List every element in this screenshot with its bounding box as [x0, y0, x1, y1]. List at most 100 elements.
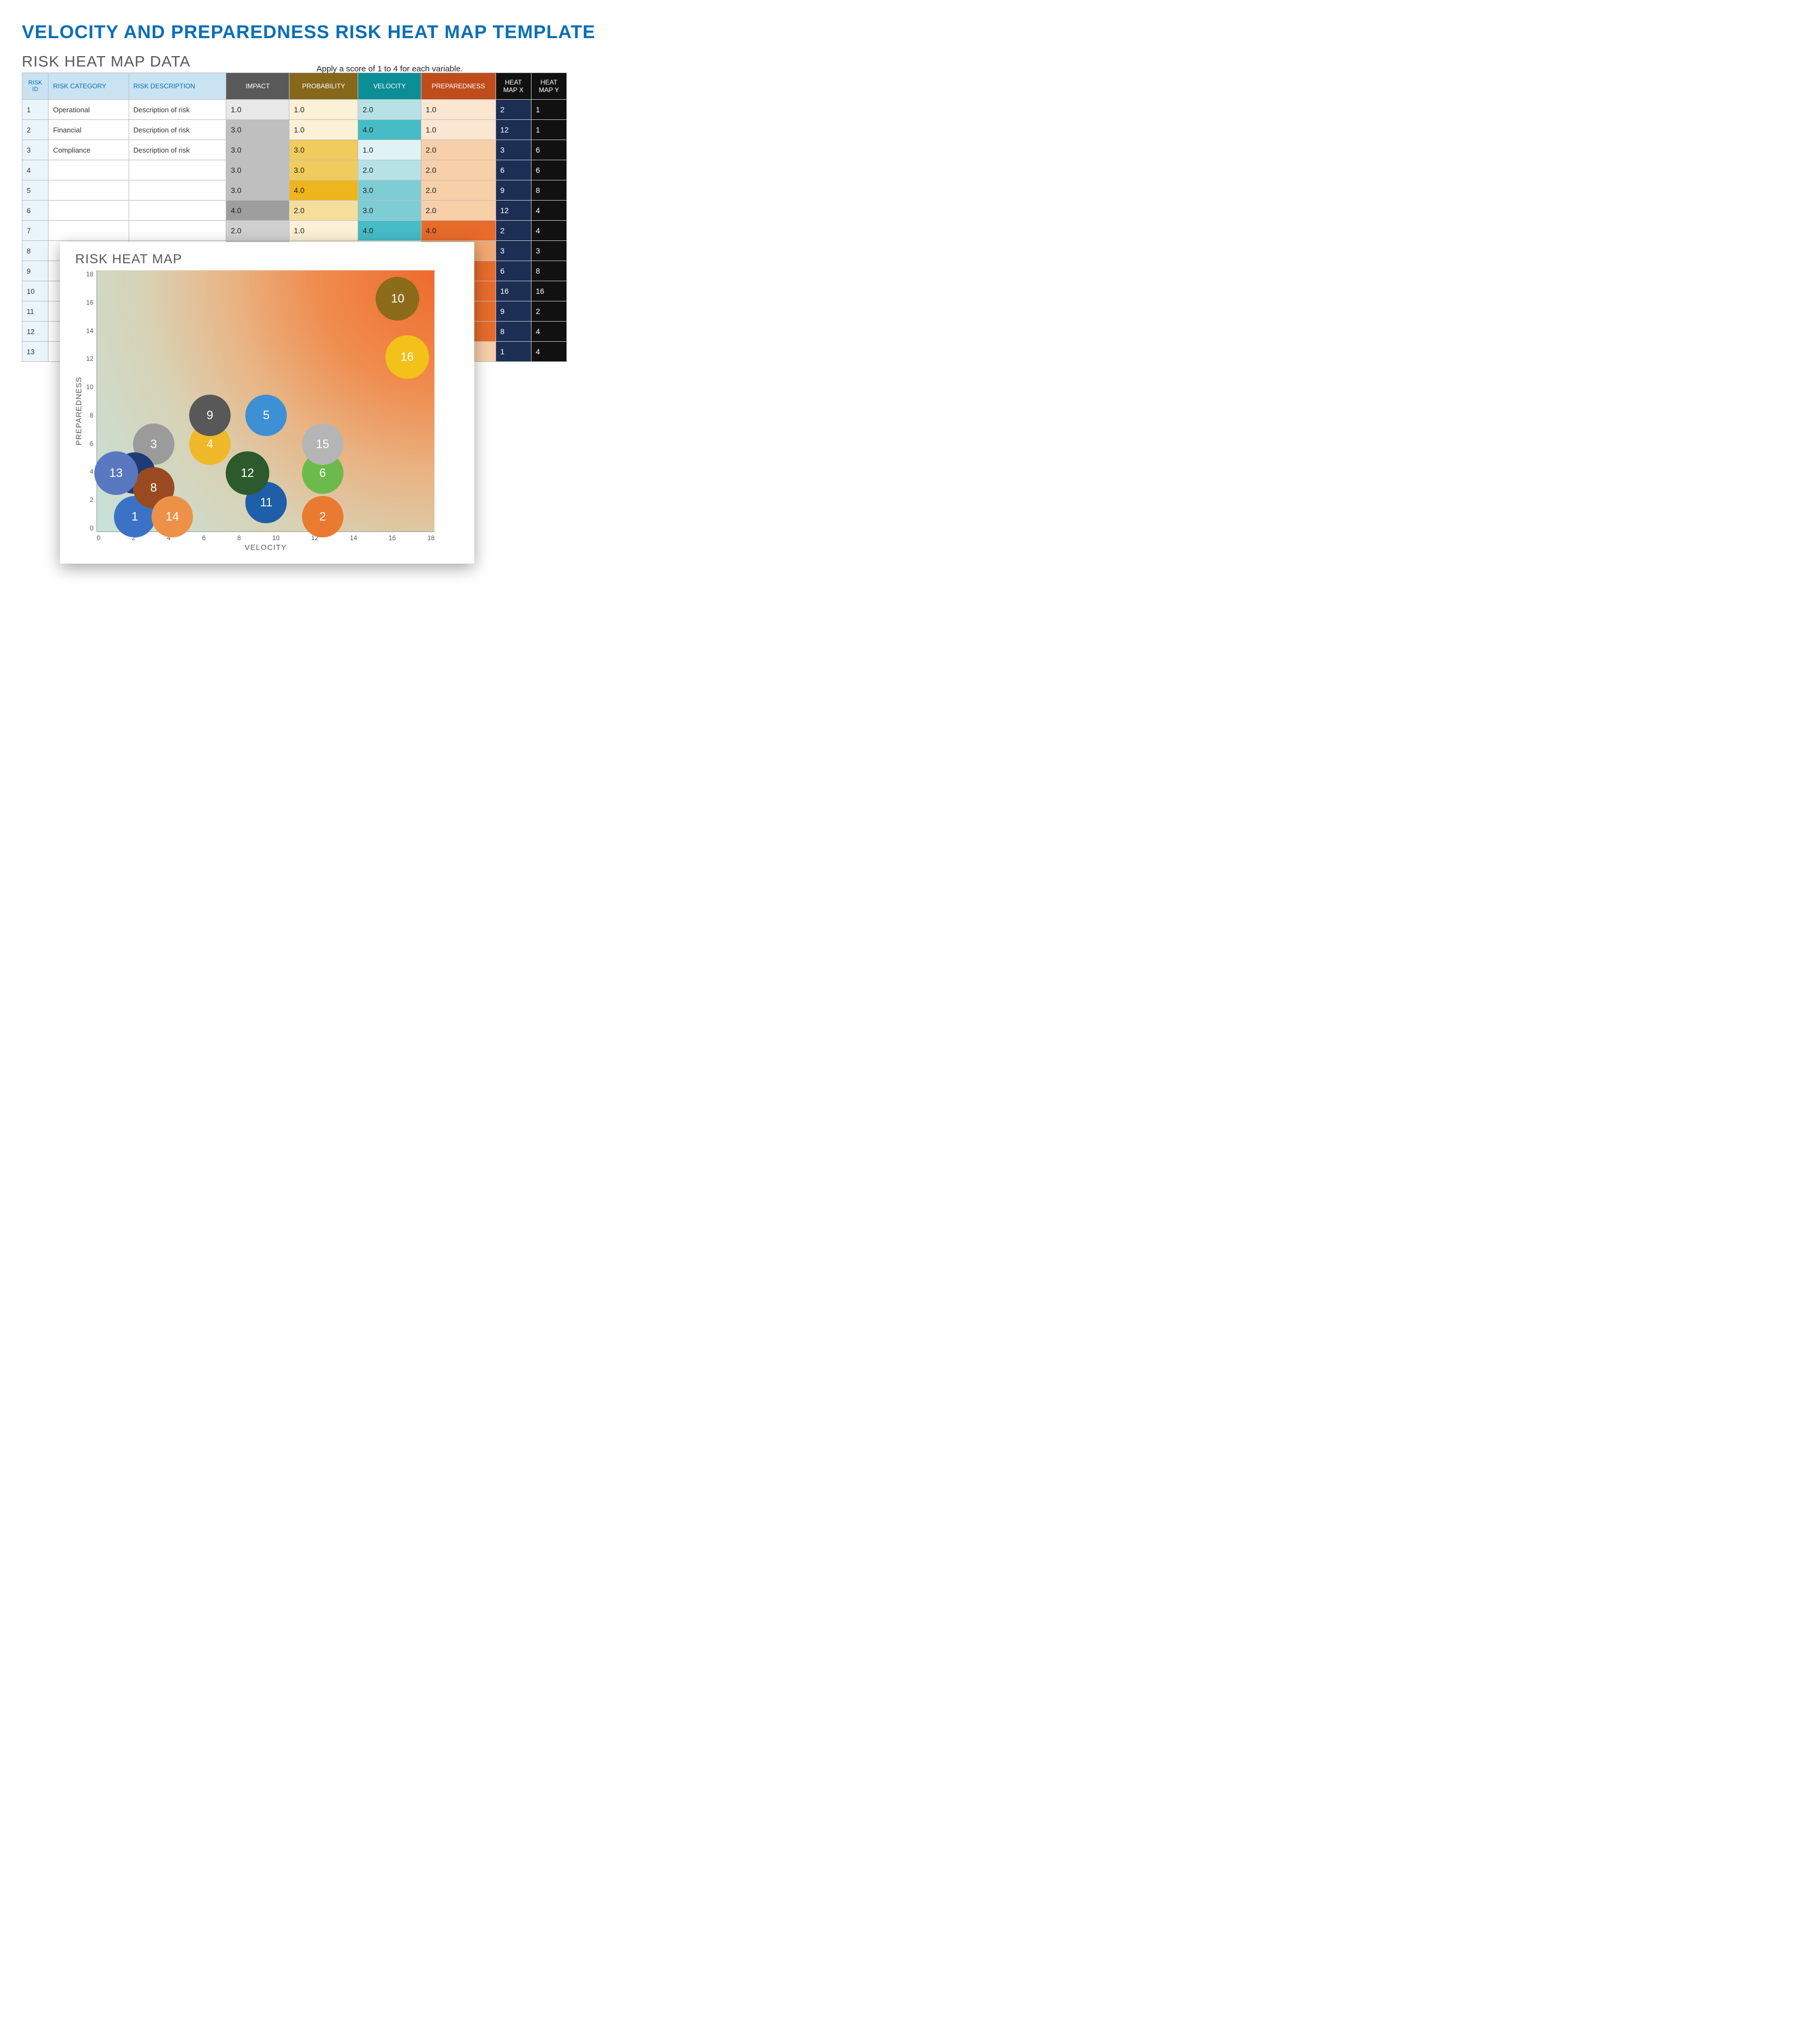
heatmap-y-cell: 8	[531, 180, 566, 201]
table-row: 72.01.04.04.024	[22, 221, 567, 241]
chart-bubble: 13	[94, 451, 138, 495]
impact-score-cell[interactable]: 3.0	[226, 160, 289, 180]
ytick-label: 4	[90, 468, 94, 475]
heatmap-x-cell: 2	[496, 221, 531, 241]
risk-category-cell[interactable]: Financial	[49, 120, 129, 140]
impact-score-cell[interactable]: 3.0	[226, 120, 289, 140]
chart-bubble: 10	[376, 277, 419, 320]
heatmap-x-cell: 3	[496, 140, 531, 160]
xtick-label: 14	[350, 534, 357, 542]
table-row: 64.02.03.02.0124	[22, 201, 567, 221]
ytick-label: 12	[86, 355, 93, 362]
ytick-label: 10	[86, 383, 93, 391]
impact-score-cell[interactable]: 3.0	[226, 180, 289, 201]
chart-bubble: 5	[245, 395, 287, 436]
heatmap-x-cell: 12	[496, 201, 531, 221]
impact-score-cell[interactable]: 3.0	[226, 140, 289, 160]
risk-description-cell[interactable]: Description of risk	[129, 100, 226, 120]
preparedness-score-cell[interactable]: 1.0	[421, 100, 496, 120]
velocity-score-cell[interactable]: 3.0	[358, 180, 421, 201]
risk-description-cell[interactable]: Description of risk	[129, 120, 226, 140]
heatmap-x-cell: 3	[496, 241, 531, 261]
xtick-label: 8	[237, 534, 241, 542]
heatmap-y-cell: 6	[531, 140, 566, 160]
risk-description-cell[interactable]	[129, 180, 226, 201]
velocity-score-cell[interactable]: 3.0	[358, 201, 421, 221]
heatmap-y-cell: 6	[531, 160, 566, 180]
probability-score-cell[interactable]: 1.0	[289, 100, 358, 120]
heatmap-y-cell: 4	[531, 201, 566, 221]
probability-score-cell[interactable]: 1.0	[289, 120, 358, 140]
table-section-title: RISK HEAT MAP DATA	[22, 53, 190, 70]
risk-description-cell[interactable]	[129, 221, 226, 241]
ytick-label: 14	[86, 327, 93, 335]
velocity-score-cell[interactable]: 4.0	[358, 221, 421, 241]
ytick-label: 2	[90, 496, 94, 504]
ytick-label: 16	[86, 299, 93, 306]
heatmap-y-cell: 2	[531, 301, 566, 322]
probability-score-cell[interactable]: 3.0	[289, 160, 358, 180]
heatmap-y-cell: 1	[531, 120, 566, 140]
impact-score-cell[interactable]: 1.0	[226, 100, 289, 120]
risk-category-cell[interactable]: Compliance	[49, 140, 129, 160]
column-header: RISK ID	[22, 73, 49, 100]
risk-description-cell[interactable]	[129, 160, 226, 180]
chart-ylabel: PREPAREDNESS	[72, 270, 85, 552]
risk-description-cell[interactable]	[129, 201, 226, 221]
heatmap-y-cell: 1	[531, 100, 566, 120]
heatmap-x-cell: 1	[496, 342, 531, 362]
risk-category-cell[interactable]	[49, 201, 129, 221]
heatmap-x-cell: 16	[496, 281, 531, 301]
impact-score-cell[interactable]: 2.0	[226, 221, 289, 241]
heatmap-x-cell: 6	[496, 160, 531, 180]
velocity-score-cell[interactable]: 1.0	[358, 140, 421, 160]
column-header: RISK DESCRIPTION	[129, 73, 226, 100]
page-title: VELOCITY AND PREPAREDNESS RISK HEAT MAP …	[22, 22, 1777, 43]
table-row: 3ComplianceDescription of risk3.03.01.02…	[22, 140, 567, 160]
chart-bubble: 16	[385, 335, 429, 379]
velocity-score-cell[interactable]: 2.0	[358, 100, 421, 120]
probability-score-cell[interactable]: 4.0	[289, 180, 358, 201]
impact-score-cell[interactable]: 4.0	[226, 201, 289, 221]
risk-category-cell[interactable]	[49, 160, 129, 180]
preparedness-score-cell[interactable]: 2.0	[421, 201, 496, 221]
ytick-label: 8	[90, 412, 94, 419]
risk-id-cell: 4	[22, 160, 49, 180]
risk-id-cell: 7	[22, 221, 49, 241]
risk-description-cell[interactable]: Description of risk	[129, 140, 226, 160]
preparedness-score-cell[interactable]: 4.0	[421, 221, 496, 241]
column-header: PREPAREDNESS	[421, 73, 496, 100]
column-header: HEAT MAP Y	[531, 73, 566, 100]
preparedness-score-cell[interactable]: 2.0	[421, 140, 496, 160]
velocity-score-cell[interactable]: 4.0	[358, 120, 421, 140]
xtick-label: 6	[202, 534, 206, 542]
risk-id-cell: 11	[22, 301, 49, 322]
risk-id-cell: 9	[22, 261, 49, 281]
risk-id-cell: 8	[22, 241, 49, 261]
column-header: PROBABILITY	[289, 73, 358, 100]
preparedness-score-cell[interactable]: 1.0	[421, 120, 496, 140]
probability-score-cell[interactable]: 2.0	[289, 201, 358, 221]
column-header: VELOCITY	[358, 73, 421, 100]
chart-bubble: 12	[226, 451, 269, 495]
preparedness-score-cell[interactable]: 2.0	[421, 180, 496, 201]
column-header: HEAT MAP X	[496, 73, 531, 100]
risk-category-cell[interactable]	[49, 180, 129, 201]
risk-id-cell: 3	[22, 140, 49, 160]
risk-id-cell: 5	[22, 180, 49, 201]
heatmap-x-cell: 8	[496, 322, 531, 342]
xtick-label: 16	[389, 534, 396, 542]
risk-category-cell[interactable]	[49, 221, 129, 241]
ytick-label: 0	[90, 524, 94, 532]
preparedness-score-cell[interactable]: 2.0	[421, 160, 496, 180]
table-header-row: RISK IDRISK CATEGORYRISK DESCRIPTIONIMPA…	[22, 73, 567, 100]
risk-id-cell: 6	[22, 201, 49, 221]
heatmap-x-cell: 12	[496, 120, 531, 140]
probability-score-cell[interactable]: 1.0	[289, 221, 358, 241]
instruction-text: Apply a score of 1 to 4 for each variabl…	[212, 64, 567, 74]
ytick-label: 6	[90, 440, 94, 447]
risk-category-cell[interactable]: Operational	[49, 100, 129, 120]
probability-score-cell[interactable]: 3.0	[289, 140, 358, 160]
velocity-score-cell[interactable]: 2.0	[358, 160, 421, 180]
chart-bubble: 15	[302, 424, 343, 465]
